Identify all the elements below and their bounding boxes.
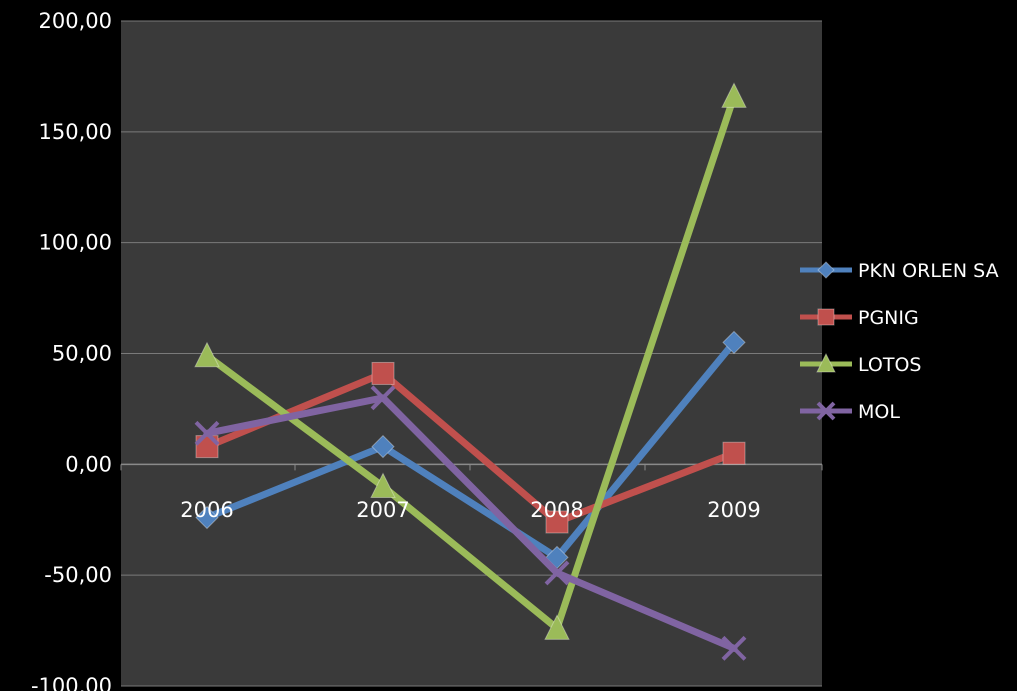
data-point: [370, 385, 396, 411]
legend-item: PKN ORLEN SA: [800, 260, 999, 282]
series-x: [194, 385, 747, 661]
series-line: [203, 338, 738, 561]
x-tick-label: 2006: [180, 498, 233, 522]
data-point: [370, 472, 396, 498]
y-tick-label: -50,00: [44, 563, 112, 587]
x-tick-label: 2007: [356, 498, 409, 522]
data-point: [722, 441, 746, 465]
legend-marker: [816, 401, 836, 421]
data-point: [194, 341, 220, 368]
data-point: [195, 505, 219, 530]
y-tick-label: 150,00: [39, 120, 112, 144]
data-point: [371, 434, 395, 459]
series-line: [203, 92, 738, 632]
legend-label: PKN ORLEN SA: [858, 260, 999, 282]
legend-label: MOL: [858, 401, 900, 423]
data-point: [721, 635, 747, 661]
x-tick-label: 2008: [530, 498, 583, 522]
legend: PKN ORLEN SA PGNIG LOTOS MOL: [800, 260, 999, 423]
y-tick-label: 100,00: [39, 231, 112, 255]
data-point: [544, 560, 570, 586]
legend-item: PGNIG: [800, 307, 919, 329]
data-point: [194, 420, 220, 446]
x-tick-label: 2009: [707, 498, 760, 522]
legend-marker: [817, 308, 835, 326]
data-point: [721, 82, 747, 108]
y-tick-label: 50,00: [52, 342, 112, 366]
legend-marker: [816, 352, 836, 373]
series-line: [203, 394, 738, 652]
data-point: [371, 361, 395, 385]
series-diamond: [195, 330, 746, 570]
y-tick-label: -100,00: [31, 674, 112, 691]
legend-marker: [817, 261, 835, 279]
series-line: [203, 369, 738, 526]
data-point: [722, 330, 746, 355]
legend-item: MOL: [800, 401, 900, 423]
legend-label: LOTOS: [858, 354, 922, 376]
legend-item: LOTOS: [800, 352, 922, 376]
series-triangle: [194, 82, 747, 640]
data-point: [544, 614, 570, 640]
y-tick-label: 0,00: [65, 452, 112, 476]
data-point: [545, 510, 569, 534]
legend-label: PGNIG: [858, 307, 919, 329]
y-tick-label: 200,00: [39, 9, 112, 33]
